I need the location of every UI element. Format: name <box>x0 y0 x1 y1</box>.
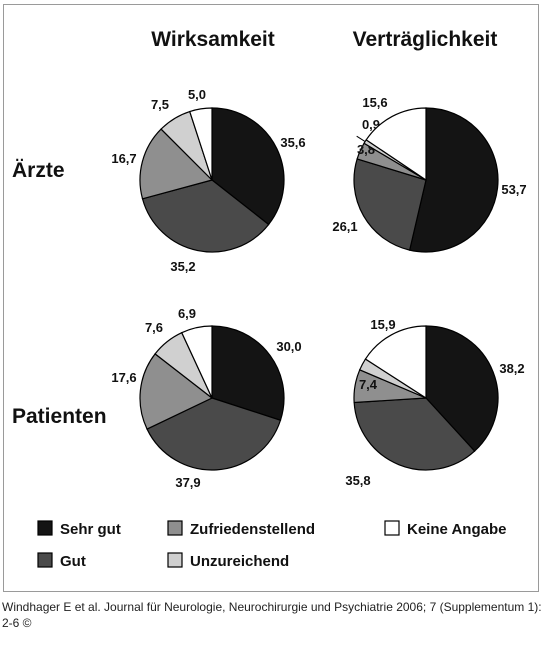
legend-swatch <box>167 520 183 536</box>
legend-label: Gut <box>60 553 86 570</box>
data-label-unzureichend: 7,6 <box>145 320 163 335</box>
data-label-sehr-gut: 53,7 <box>501 182 526 197</box>
slice-keine-angabe <box>188 107 213 181</box>
legend-label: Unzureichend <box>190 553 289 570</box>
leader-line <box>356 135 366 142</box>
slice-zufriedenstellend <box>139 128 214 200</box>
legend-label: Sehr gut <box>60 521 121 538</box>
legend-item-zufriedenstellend: Zufriedenstellend <box>167 520 315 538</box>
data-label-zufriedenstellend: 16,7 <box>111 151 136 166</box>
slice-zufriedenstellend <box>139 353 214 430</box>
data-label-unzureichend: 7,5 <box>151 97 169 112</box>
pie-patienten-wirksamkeit: 30,0 37,9 17,6 7,6 6,9 <box>111 306 301 490</box>
data-label-sehr-gut: 30,0 <box>276 339 301 354</box>
slice-sehr-gut <box>408 107 499 253</box>
legend-item-unzureichend: Unzureichend <box>167 552 289 570</box>
pie-patienten-vertraeglichkeit: 38,235,87,42,715,9 <box>345 317 524 488</box>
data-label-gut: 26,1 <box>332 219 357 234</box>
slice-gut <box>353 397 476 471</box>
slice-sehr-gut <box>211 107 285 226</box>
slice-gut <box>353 158 427 251</box>
slice-keine-angabe <box>364 325 427 400</box>
legend-label: Keine Angabe <box>407 521 506 538</box>
slice-gut <box>146 397 282 471</box>
data-label-sehr-gut: 38,2 <box>499 361 524 376</box>
row-label-aerzte: Ärzte <box>12 159 65 182</box>
data-label-gut: 35,8 <box>345 473 370 488</box>
slice-sehr-gut <box>211 325 285 422</box>
slice-sehr-gut <box>425 325 499 452</box>
data-label-keine-angabe: 6,9 <box>178 306 196 321</box>
data-label-gut: 37,9 <box>175 475 200 490</box>
legend-item-sehr-gut: Sehr gut <box>37 520 121 538</box>
column-header-vertraeglichkeit: Verträglichkeit <box>353 28 498 51</box>
column-header-wirksamkeit: Wirksamkeit <box>151 28 275 51</box>
legend-label: Zufriedenstellend <box>190 521 315 538</box>
figure-frame <box>3 4 539 592</box>
data-label-sehr-gut: 35,6 <box>280 135 305 150</box>
legend-item-gut: Gut <box>37 552 86 570</box>
legend-swatch <box>37 520 53 536</box>
data-label-keine-angabe: 5,0 <box>188 87 206 102</box>
data-label-keine-angabe: 15,6 <box>362 95 387 110</box>
legend: Sehr gut Gut Zufriedenstellend Unzureichend… <box>37 520 506 570</box>
pie-aerzte-wirksamkeit: 35,6 35,2 16,7 7,5 5,0 <box>111 87 305 274</box>
pie-aerzte-vertraeglichkeit: 53,726,13,80,915,6 <box>332 95 527 253</box>
data-label-zufriedenstellend: 7,4 <box>359 377 378 392</box>
data-label-keine-angabe: 15,9 <box>370 317 395 332</box>
legend-swatch <box>384 520 400 536</box>
row-label-patienten: Patienten <box>12 405 107 428</box>
source-citation: Windhager E et al. Journal für Neurologi… <box>2 600 542 630</box>
slice-keine-angabe <box>180 325 213 399</box>
slice-keine-angabe <box>365 107 427 182</box>
legend-item-keine-angabe: Keine Angabe <box>384 520 506 538</box>
data-label-gut: 35,2 <box>170 259 195 274</box>
legend-swatch <box>37 552 53 568</box>
data-label-zufriedenstellend: 17,6 <box>111 370 136 385</box>
legend-swatch <box>167 552 183 568</box>
pie-chart-grid: Wirksamkeit Verträglichkeit Ärzte Patienten… <box>12 28 527 570</box>
slice-gut <box>141 179 270 253</box>
